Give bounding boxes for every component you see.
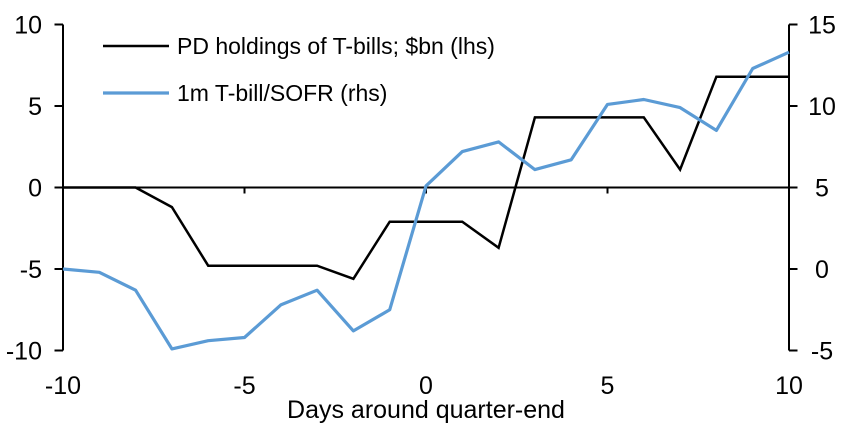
tbill-sofr-line bbox=[62, 50, 790, 351]
x-axis-tick-label: -5 bbox=[233, 372, 255, 400]
legend-label-sofr: 1m T-bill/SOFR (rhs) bbox=[177, 80, 387, 106]
left-axis-tick-label: 5 bbox=[28, 93, 42, 121]
x-axis-tick-label: -10 bbox=[45, 372, 81, 400]
right-axis-tick-label: 10 bbox=[808, 93, 836, 121]
right-axis-tick-label: 5 bbox=[815, 175, 829, 203]
x-axis-tick-label: 10 bbox=[775, 372, 803, 400]
left-axis-ticks: 10 5 0 -5 -10 bbox=[6, 12, 63, 366]
right-axis-tick-label: 15 bbox=[808, 12, 836, 40]
right-axis-tick-label: 0 bbox=[815, 256, 829, 284]
left-axis-tick-label: -5 bbox=[20, 256, 42, 284]
x-axis-tick-label: 0 bbox=[419, 372, 433, 400]
right-axis-tick-label: -5 bbox=[811, 338, 833, 366]
left-axis-tick-label: -10 bbox=[6, 338, 42, 366]
x-axis-title: Days around quarter-end bbox=[287, 396, 565, 424]
x-axis-tick-label: 5 bbox=[601, 372, 615, 400]
x-axis-ticks: -10 -5 0 5 10 bbox=[45, 187, 803, 400]
legend: PD holdings of T-bills; $bn (lhs) 1m T-b… bbox=[103, 33, 495, 106]
right-axis-ticks: 15 10 5 0 -5 bbox=[789, 12, 836, 366]
legend-label-pd: PD holdings of T-bills; $bn (lhs) bbox=[177, 33, 495, 59]
pd-holdings-line bbox=[63, 75, 789, 281]
left-axis-tick-label: 0 bbox=[28, 175, 42, 203]
left-axis-tick-label: 10 bbox=[14, 12, 42, 40]
